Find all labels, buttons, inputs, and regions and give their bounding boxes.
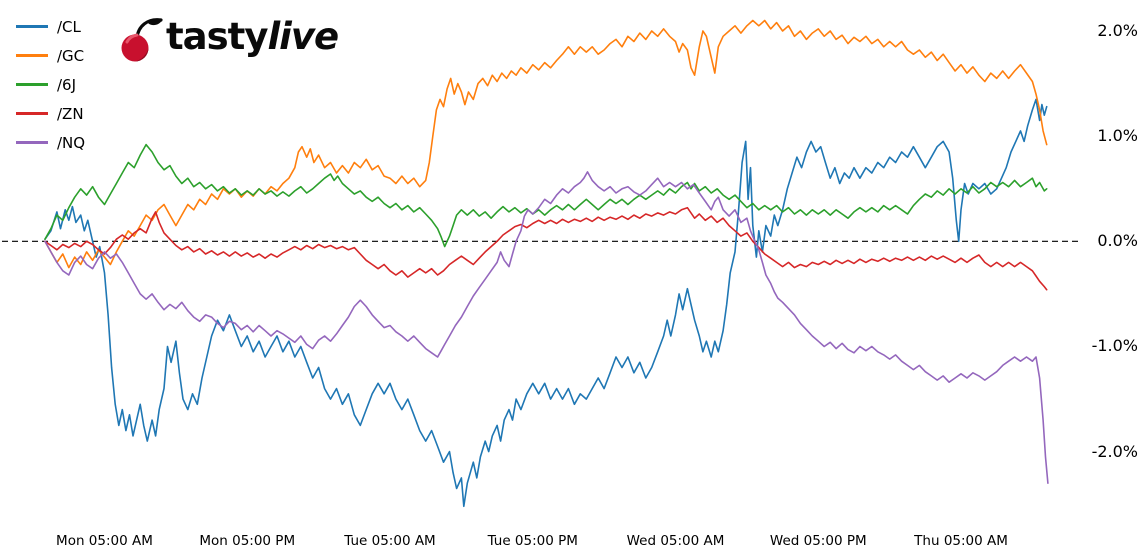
x-axis-label: Mon 05:00 PM — [199, 533, 296, 549]
y-axis-label: -1.0% — [1091, 336, 1138, 356]
y-axis-label: 0.0% — [1097, 231, 1138, 251]
series-line-cl — [44, 98, 1048, 508]
cherry-icon — [121, 18, 163, 62]
line-swatch-zn — [16, 112, 48, 115]
logo-text-live: live — [267, 15, 339, 58]
x-axis-label: Thu 05:00 AM — [914, 533, 1008, 549]
x-axis-label: Wed 05:00 PM — [769, 533, 867, 549]
logo-text-tasty: tasty — [166, 15, 268, 58]
line-swatch-cl — [16, 25, 48, 28]
line-swatch-gc — [16, 54, 48, 57]
logo-wordmark: tastylive — [166, 12, 339, 62]
line-swatch-nq — [16, 141, 48, 144]
legend-item-6j: /6J — [16, 70, 85, 99]
legend-item-zn: /ZN — [16, 99, 85, 128]
legend-item-cl: /CL — [16, 12, 85, 41]
legend: /CL /GC /6J /ZN /NQ — [16, 12, 85, 157]
line-swatch-6j — [16, 83, 48, 86]
legend-label-gc: /GC — [57, 46, 85, 65]
series-line-zn — [44, 206, 1048, 291]
x-axis-label: Tue 05:00 AM — [344, 533, 436, 549]
legend-label-cl: /CL — [57, 17, 81, 36]
legend-label-zn: /ZN — [57, 104, 84, 123]
legend-item-gc: /GC — [16, 41, 85, 70]
x-axis-label: Wed 05:00 AM — [626, 533, 725, 549]
series-line-6j — [44, 143, 1048, 248]
legend-label-6j: /6J — [57, 75, 77, 94]
x-axis-label: Mon 05:00 AM — [56, 533, 153, 549]
tastylive-logo: tastylive — [118, 12, 339, 64]
y-axis-label: -2.0% — [1091, 441, 1138, 461]
legend-item-nq: /NQ — [16, 128, 85, 157]
y-axis-label: 1.0% — [1097, 126, 1138, 146]
y-axis-label: 2.0% — [1097, 21, 1138, 41]
legend-label-nq: /NQ — [57, 133, 86, 152]
x-axis-label: Tue 05:00 PM — [487, 533, 578, 549]
series-line-gc — [44, 19, 1048, 269]
series-line-nq — [44, 171, 1049, 485]
